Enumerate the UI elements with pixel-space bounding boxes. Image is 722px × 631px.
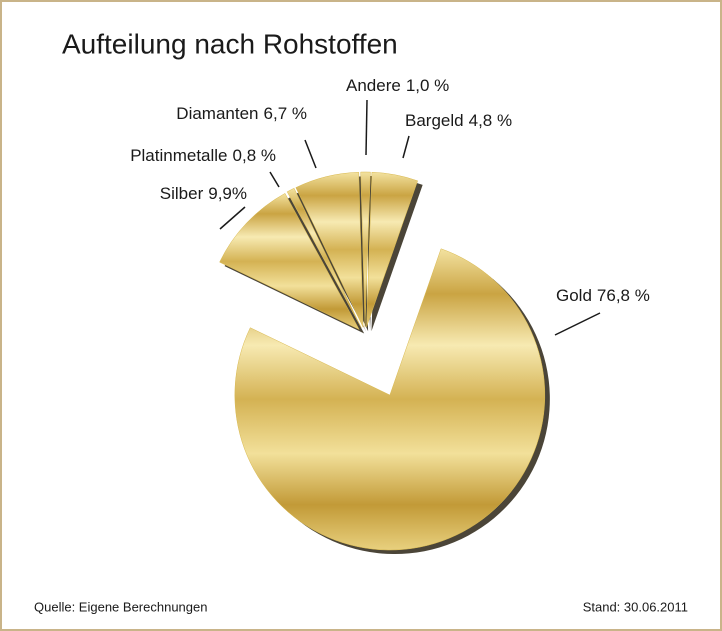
slice <box>295 172 364 328</box>
category-label: Diamanten <box>176 104 258 123</box>
leader-line <box>269 171 280 188</box>
leader-line <box>304 139 317 169</box>
slice <box>286 187 362 329</box>
slice-label: Bargeld 4,8 % <box>405 111 512 130</box>
leader-line <box>365 99 368 156</box>
slice <box>219 193 360 331</box>
slice-label: Gold 76,8 % <box>556 286 650 305</box>
value-label: 76,8 % <box>597 286 650 305</box>
category-label: Andere <box>346 76 401 95</box>
value-label: 4,8 % <box>469 111 512 130</box>
slice <box>234 248 546 551</box>
chart-title: Aufteilung nach Rohstoffen <box>62 28 398 59</box>
slice <box>360 171 371 328</box>
category-label: Silber <box>160 184 204 203</box>
value-label: 0,8 % <box>233 146 276 165</box>
date-note: Stand: 30.06.2011 <box>583 599 688 614</box>
labels: Bargeld 4,8 % Gold 76,8 % Silber 9,9% Platinme… <box>130 76 650 336</box>
leader-line <box>554 312 601 336</box>
slice-label: Silber 9,9% <box>160 184 247 203</box>
source-note: Quelle: Eigene Berechnungen <box>34 599 207 614</box>
value-label: 6,7 % <box>264 104 307 123</box>
category-label: Bargeld <box>405 111 464 130</box>
slice-label: Andere 1,0 % <box>346 76 449 95</box>
slice-label: Diamanten 6,7 % <box>176 104 307 123</box>
category-label: Platinmetalle <box>130 146 227 165</box>
leader-line <box>402 135 410 159</box>
slices <box>219 171 546 551</box>
slice <box>366 171 418 328</box>
value-label: 1,0 % <box>406 76 449 95</box>
category-label: Gold <box>556 286 592 305</box>
leader-line <box>219 206 246 230</box>
value-label: 9,9% <box>208 184 247 203</box>
slice-label: Platinmetalle 0,8 % <box>130 146 276 165</box>
